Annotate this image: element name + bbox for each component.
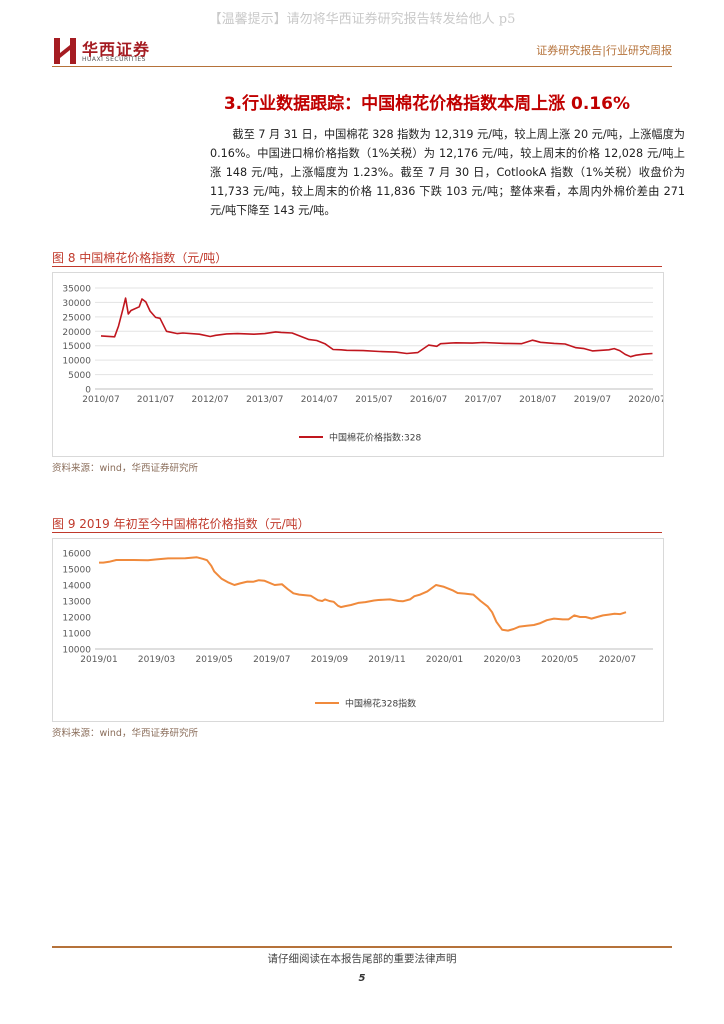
chart2-x-tick: 2019/01: [80, 655, 117, 665]
header-divider: [52, 66, 672, 67]
company-sub-name: HUAXI SECURITIES: [82, 56, 146, 63]
chart1-y-tick: 0: [85, 386, 91, 396]
footer-disclaimer: 请仔细阅读在本报告尾部的重要法律声明: [267, 953, 457, 965]
chart2-x-tick: 2019/07: [253, 655, 290, 665]
watermark: 【温馨提示】请勿将华西证券研究报告转发给他人 p5: [208, 12, 516, 27]
chart1-x-tick: 2016/07: [410, 395, 447, 405]
figure9-rule: [52, 532, 662, 533]
chart1-x-tick: 2019/07: [574, 395, 611, 405]
chart2-y-tick: 10000: [62, 646, 91, 656]
chart2-x-tick: 2019/11: [368, 655, 405, 665]
chart1-x-tick: 2014/07: [301, 395, 338, 405]
page-number: 5: [358, 973, 366, 984]
figure8-source: 资料来源：wind，华西证券研究所: [52, 463, 198, 474]
chart2-x-tick: 2019/03: [138, 655, 175, 665]
figure9-title: 图 9 2019 年初至今中国棉花价格指数（元/吨）: [52, 517, 310, 531]
chart1-x-tick: 2018/07: [519, 395, 556, 405]
chart2-x-tick: 2019/05: [196, 655, 233, 665]
chart1-x-tick: 2015/07: [355, 395, 392, 405]
chart2-y-tick: 15000: [62, 566, 91, 576]
chart2-legend-label: 中国棉花328指数: [345, 698, 416, 710]
chart1-series-line: [100, 297, 653, 358]
chart1-y-tick: 20000: [62, 328, 91, 338]
chart2-y-tick: 11000: [62, 630, 91, 640]
report-type: 证券研究报告|行业研究周报: [536, 44, 672, 57]
chart2-series-line: [99, 556, 627, 632]
chart1-legend-label: 中国棉花价格指数:328: [329, 432, 421, 444]
figure8-title: 图 8 中国棉花价格指数（元/吨）: [52, 251, 228, 265]
logo-mark-icon: [54, 38, 76, 64]
chart2-y-tick: 12000: [62, 614, 91, 624]
chart2-x-tick: 2020/07: [599, 655, 636, 665]
chart1-x-tick: 2020/07: [628, 395, 663, 405]
chart1-y-tick: 35000: [62, 285, 91, 295]
company-logo: 华西证券 HUAXI SECURITIES: [52, 36, 192, 66]
section-title: 3.行业数据跟踪：中国棉花价格指数本周上涨 0.16%: [223, 94, 630, 114]
chart2-x-tick: 2020/01: [426, 655, 463, 665]
chart2-x-tick: 2019/09: [311, 655, 349, 665]
chart1-x-tick: 2010/07: [82, 395, 119, 405]
figure9-svg: 10000 11000 12000 13000 14000 15000 16000 2019/…: [62, 550, 653, 710]
chart1-y-tick: 10000: [62, 357, 91, 367]
figure9-source: 资料来源：wind，华西证券研究所: [52, 728, 198, 739]
chart1-y-tick: 30000: [62, 299, 91, 309]
chart1-y-tick: 15000: [62, 342, 91, 352]
chart1-x-tick: 2011/07: [137, 395, 174, 405]
chart2-x-tick: 2020/03: [484, 655, 521, 665]
section-paragraph: 截至 7 月 31 日，中国棉花 328 指数为 12,319 元/吨，较上周上…: [210, 128, 685, 217]
chart1-x-tick: 2013/07: [246, 395, 283, 405]
chart1-y-tick: 5000: [68, 371, 91, 381]
chart1-x-tick: 2012/07: [192, 395, 229, 405]
figure8-svg: 0 5000 10000 15000 20000 25000 30000 35000 2010/…: [62, 285, 665, 444]
chart1-x-tick: 2017/07: [465, 395, 502, 405]
chart1-y-tick: 25000: [62, 313, 91, 323]
company-name: 华西证券: [82, 40, 151, 59]
footer-divider: [52, 946, 672, 948]
chart2-y-tick: 13000: [62, 598, 91, 608]
figure8-chart: 0 5000 10000 15000 20000 25000 30000 35000 2010/…: [52, 272, 666, 457]
chart2-y-tick: 16000: [62, 550, 91, 560]
chart2-x-tick: 2020/05: [541, 655, 578, 665]
chart2-y-tick: 14000: [62, 582, 91, 592]
figure8-rule: [52, 266, 662, 267]
figure9-chart: 10000 11000 12000 13000 14000 15000 16000 2019/…: [52, 538, 664, 722]
